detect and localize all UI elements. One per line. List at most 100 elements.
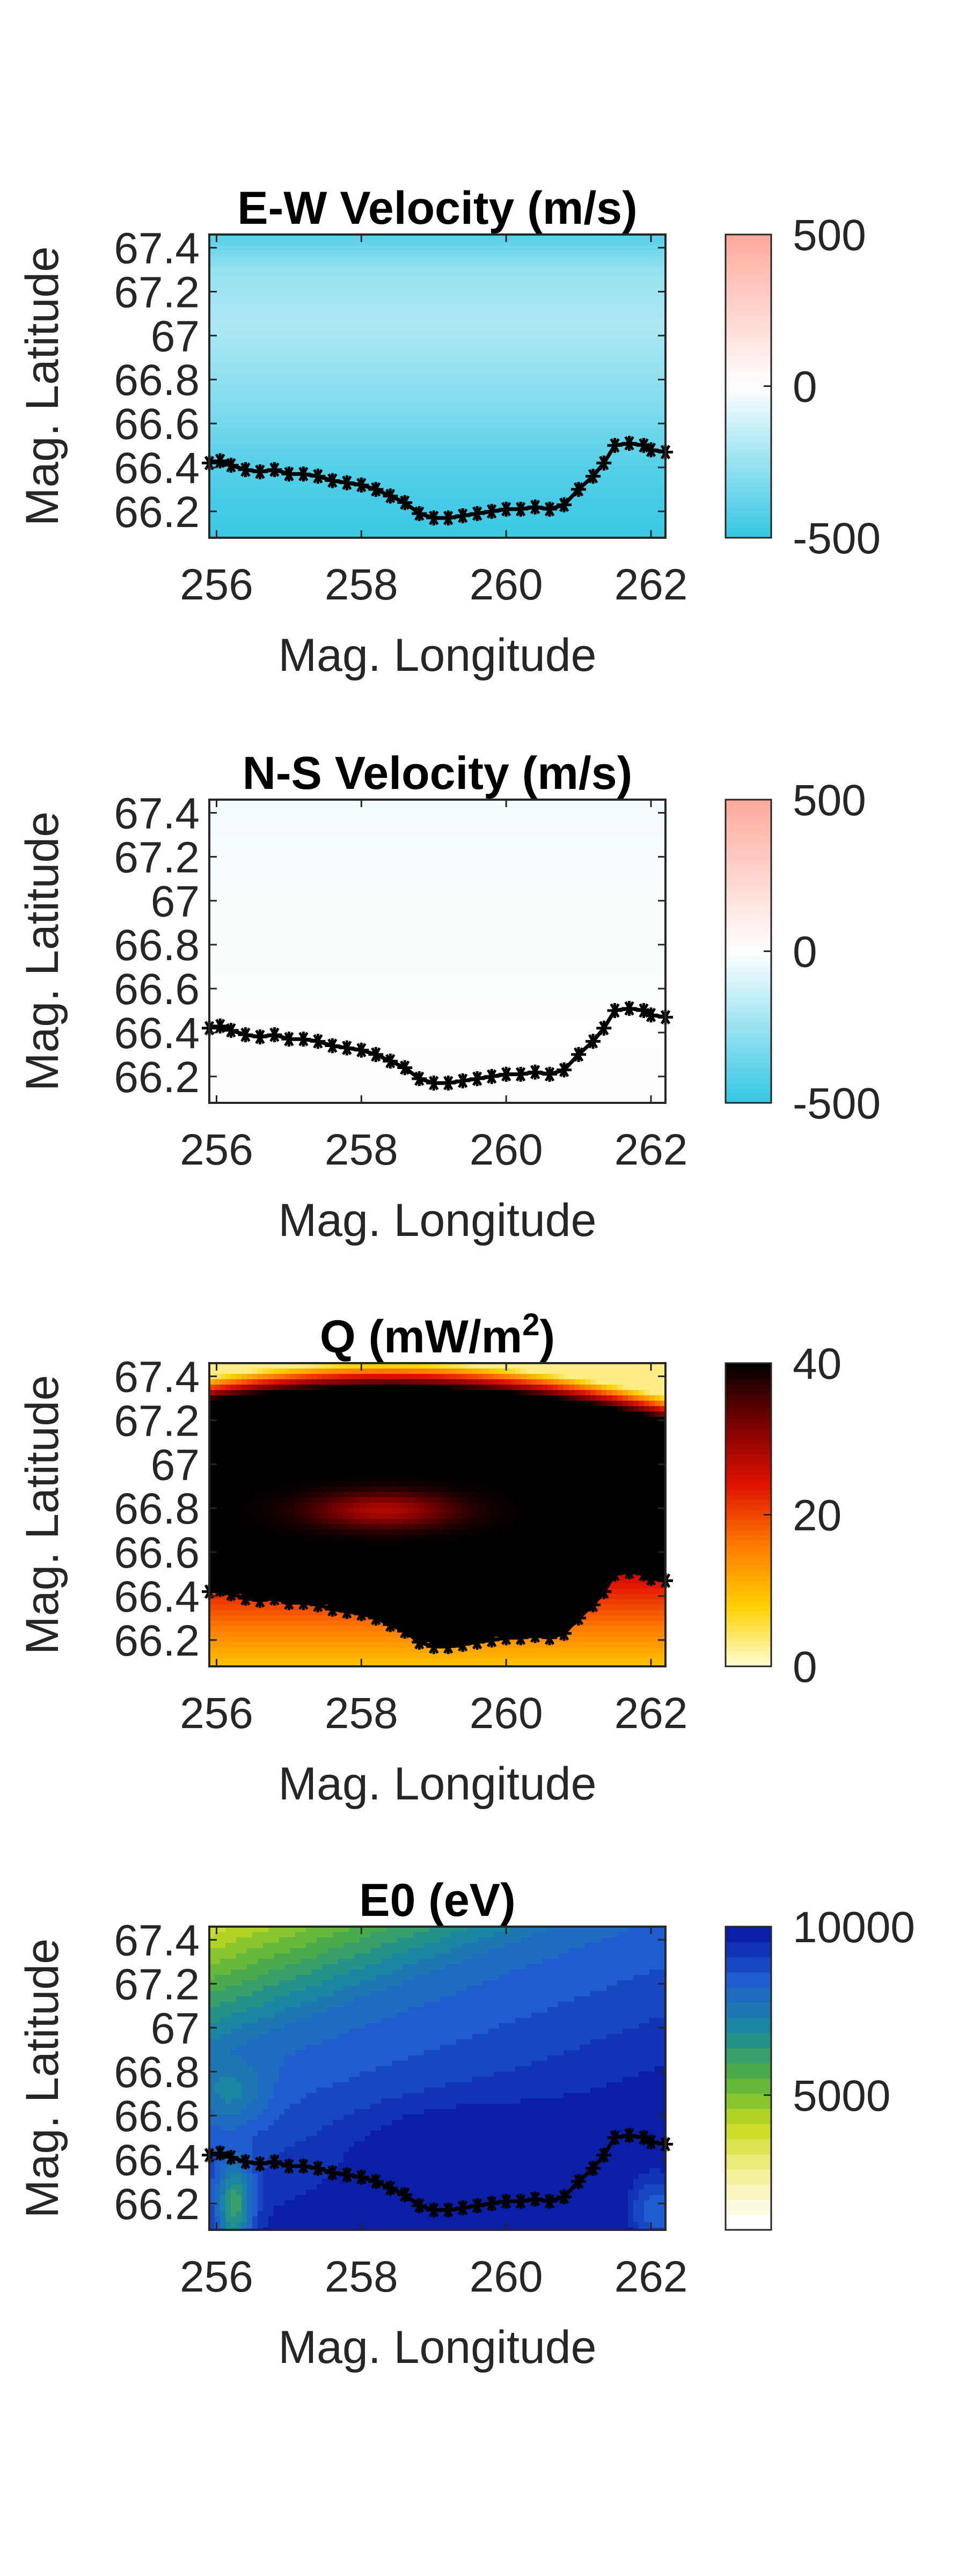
heatmap-cell	[440, 304, 446, 310]
heatmap-cell	[574, 240, 580, 246]
heatmap-cell	[311, 320, 317, 326]
heatmap-cell	[617, 272, 623, 278]
heatmap-cell	[456, 390, 462, 396]
heatmap-cell	[633, 353, 639, 358]
heatmap-cell	[333, 465, 339, 471]
heatmap-cell	[472, 267, 478, 273]
heatmap-cell	[585, 272, 591, 278]
heatmap-cell	[301, 353, 306, 358]
heatmap-cell	[274, 481, 280, 487]
heatmap-cell	[397, 310, 403, 316]
heatmap-cell	[606, 240, 612, 246]
heatmap-cell	[360, 438, 365, 444]
heatmap-cell	[268, 358, 274, 364]
heatmap-cell	[633, 396, 639, 401]
heatmap-cell	[241, 514, 247, 519]
heatmap-cell	[633, 283, 639, 289]
heatmap-cell	[585, 251, 591, 257]
heatmap-cell	[574, 261, 580, 267]
heatmap-cell	[413, 363, 419, 369]
heatmap-cell	[558, 315, 564, 321]
heatmap-cell	[633, 401, 639, 407]
heatmap-cell	[295, 240, 301, 246]
heatmap-cell	[596, 417, 602, 423]
heatmap-cell	[601, 277, 607, 283]
heatmap-cell	[408, 390, 414, 396]
heatmap-cell	[370, 455, 376, 460]
heatmap-cell	[290, 492, 296, 498]
heatmap-cell	[290, 460, 296, 466]
heatmap-cell	[558, 412, 564, 418]
heatmap-cell	[279, 524, 285, 530]
heatmap-cell	[558, 261, 564, 267]
heatmap-cell	[349, 449, 355, 455]
heatmap-cell	[317, 503, 323, 509]
heatmap-cell	[263, 444, 269, 450]
heatmap-cell	[311, 272, 317, 278]
heatmap-cell	[317, 342, 323, 348]
heatmap-cell	[462, 422, 467, 428]
heatmap-cell	[596, 369, 602, 375]
heatmap-cell	[580, 465, 586, 471]
heatmap-cell	[311, 315, 317, 321]
heatmap-cell	[295, 444, 301, 450]
heatmap-cell	[258, 412, 264, 418]
heatmap-cell	[574, 385, 580, 391]
heatmap-cell	[531, 256, 537, 262]
heatmap-cell	[558, 283, 564, 289]
heatmap-cell	[467, 261, 473, 267]
heatmap-cell	[462, 245, 467, 251]
heatmap-cell	[258, 374, 264, 380]
heatmap-cell	[499, 401, 505, 407]
heatmap-cell	[408, 524, 414, 530]
heatmap-cell	[564, 374, 569, 380]
heatmap-cell	[365, 240, 371, 246]
heatmap-cell	[633, 487, 639, 493]
heatmap-cell	[445, 385, 451, 391]
heatmap-cell	[397, 433, 403, 439]
heatmap-cell	[392, 530, 398, 536]
heatmap-cell	[215, 524, 221, 530]
heatmap-cell	[284, 245, 290, 251]
heatmap-cell	[585, 412, 591, 418]
heatmap-cell	[467, 438, 473, 444]
heatmap-cell	[462, 530, 467, 536]
heatmap-cell	[397, 455, 403, 460]
heatmap-cell	[456, 438, 462, 444]
heatmap-cell	[258, 299, 264, 305]
heatmap-cell	[279, 460, 285, 466]
heatmap-cell	[617, 304, 623, 310]
heatmap-cell	[386, 261, 392, 267]
heatmap-cell	[333, 283, 339, 289]
heatmap-cell	[349, 428, 355, 434]
heatmap-cell	[376, 304, 382, 310]
heatmap-cell	[349, 240, 355, 246]
heatmap-cell	[606, 267, 612, 273]
heatmap-cell	[419, 267, 425, 273]
heatmap-cell	[408, 379, 414, 385]
heatmap-cell	[564, 267, 569, 273]
heatmap-cell	[327, 417, 333, 423]
heatmap-cell	[413, 396, 419, 401]
heatmap-cell	[360, 299, 365, 305]
heatmap-cell	[338, 412, 344, 418]
heatmap-cell	[247, 379, 253, 385]
heatmap-cell	[590, 261, 596, 267]
heatmap-cell	[322, 315, 328, 321]
heatmap-cell	[338, 331, 344, 337]
heatmap-cell	[515, 245, 521, 251]
heatmap-cell	[596, 304, 602, 310]
heatmap-cell	[354, 444, 360, 450]
heatmap-cell	[623, 449, 628, 455]
heatmap-cell	[274, 272, 280, 278]
heatmap-cell	[370, 272, 376, 278]
heatmap-cell	[445, 460, 451, 466]
heatmap-cell	[526, 358, 532, 364]
heatmap-cell	[623, 412, 628, 418]
heatmap-cell	[236, 524, 242, 530]
heatmap-cell	[617, 294, 623, 299]
heatmap-cell	[231, 256, 237, 262]
heatmap-cell	[333, 401, 339, 407]
heatmap-cell	[510, 304, 516, 310]
heatmap-cell	[386, 390, 392, 396]
